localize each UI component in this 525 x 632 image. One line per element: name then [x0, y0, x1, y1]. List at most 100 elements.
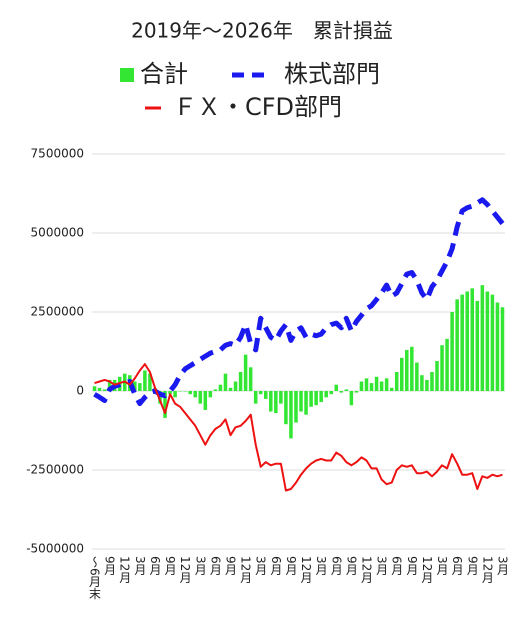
bar [218, 384, 223, 391]
x-tick-label: 12月 [178, 556, 192, 584]
bar [410, 346, 414, 391]
bar [208, 391, 213, 398]
bar [148, 373, 152, 391]
bar [138, 383, 142, 391]
x-tick-label: 3月 [133, 556, 147, 576]
bar [420, 375, 424, 391]
bar [445, 338, 449, 391]
x-tick-label: 3月 [495, 556, 509, 576]
bar [143, 370, 147, 391]
bar [389, 387, 394, 391]
bar [223, 373, 228, 391]
bar [460, 294, 464, 391]
y-tick-label: -2500000 [26, 463, 84, 477]
x-tick-label: 9月 [163, 556, 177, 576]
x-tick-label: 9月 [284, 556, 298, 576]
bar [405, 349, 409, 391]
bar [394, 372, 399, 391]
y-tick-label: -5000000 [26, 542, 84, 556]
bar [203, 391, 208, 410]
bar [294, 391, 298, 423]
x-tick-label: 12月 [299, 556, 313, 584]
bar [102, 389, 107, 391]
bar [314, 391, 318, 406]
y-tick-label: 7500000 [31, 147, 84, 161]
bar [425, 379, 429, 391]
bar [415, 362, 419, 391]
bar [344, 389, 349, 391]
bar [163, 391, 167, 418]
x-tick-label: 12月 [239, 556, 253, 584]
bar [97, 387, 102, 391]
x-tick-label: 3月 [435, 556, 449, 576]
bar [374, 376, 379, 391]
x-tick-label: ～6月末 [88, 556, 102, 600]
bar [379, 381, 384, 391]
bar [213, 389, 218, 391]
x-tick-label: 9月 [103, 556, 117, 576]
bar [399, 357, 404, 391]
x-tick-label: 3月 [375, 556, 389, 576]
line [94, 363, 503, 492]
bar [384, 378, 389, 391]
bar [319, 391, 323, 403]
bar [228, 387, 233, 391]
bar [168, 391, 172, 395]
bar [133, 381, 137, 391]
bar [485, 291, 490, 391]
bar [500, 307, 505, 391]
bar [279, 391, 283, 404]
line [93, 197, 505, 407]
bar [263, 391, 268, 399]
bar [430, 372, 434, 391]
y-tick-label: 2500000 [31, 305, 84, 319]
bar [455, 299, 459, 391]
x-tick-label: 3月 [193, 556, 207, 576]
bar [369, 383, 374, 391]
bar [339, 391, 344, 393]
bar [324, 391, 328, 398]
bar [193, 391, 198, 398]
bar [269, 391, 273, 412]
bar [435, 360, 439, 391]
x-tick-label: 12月 [480, 556, 494, 584]
bar [158, 391, 162, 404]
bar [329, 391, 334, 395]
bar [364, 378, 369, 391]
bar [470, 288, 475, 391]
x-tick-label: 12月 [118, 556, 132, 584]
legend-label: 株式部門 [284, 60, 380, 88]
bar [253, 391, 258, 404]
bar [183, 391, 187, 392]
bar [258, 391, 263, 395]
bar [359, 381, 364, 391]
bar [495, 302, 500, 391]
bar [233, 381, 238, 391]
bar [465, 291, 469, 391]
bar [490, 294, 495, 391]
bar [354, 391, 359, 393]
y-tick-label: 0 [76, 384, 84, 398]
bar [238, 372, 243, 391]
bar [440, 345, 444, 391]
x-tick-label: 12月 [359, 556, 373, 584]
legend-label: 合計 [140, 60, 188, 88]
x-tick-label: 9月 [344, 556, 358, 576]
bar [334, 384, 339, 391]
bar [107, 379, 112, 391]
bar [475, 300, 480, 391]
legend-swatch [120, 68, 134, 82]
x-tick-label: 6月 [450, 556, 464, 576]
bar [178, 391, 182, 392]
bar [248, 367, 253, 391]
x-tick-label: 3月 [254, 556, 268, 576]
bar [349, 391, 354, 406]
bar [450, 312, 454, 391]
x-tick-label: 6月 [148, 556, 162, 576]
chart-title: 2019年～2026年 累計損益 [131, 19, 393, 43]
bar [284, 391, 288, 425]
bar [299, 391, 303, 412]
bar [173, 391, 177, 398]
x-tick-label: 6月 [390, 556, 404, 576]
